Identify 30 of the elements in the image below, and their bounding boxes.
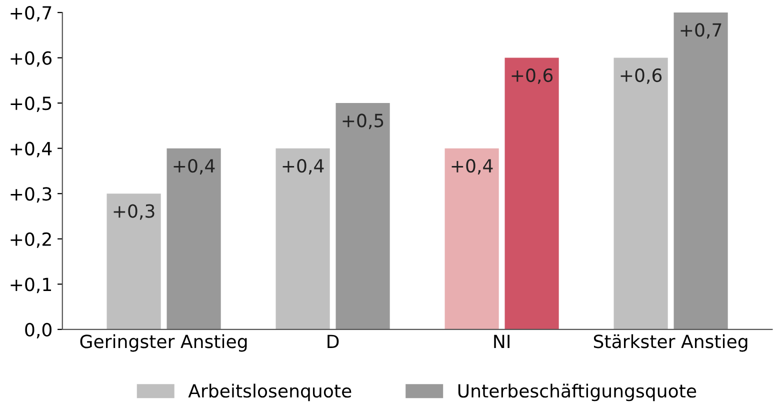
bar xyxy=(336,103,390,330)
y-tick-label: +0,7 xyxy=(10,6,52,22)
legend-label: Arbeitslosenquote xyxy=(188,384,352,402)
y-tick-label: +0,2 xyxy=(10,232,51,248)
data-label: +0,4 xyxy=(282,158,324,174)
legend-label: Unterbeschäftigungsquote xyxy=(458,384,696,402)
bar xyxy=(444,148,499,330)
data-label: +0,6 xyxy=(512,68,553,84)
x-tick-label: Geringster Anstieg xyxy=(80,334,247,352)
data-label: +0,4 xyxy=(452,158,493,174)
x-tick-label: Stärkster Anstieg xyxy=(594,334,748,352)
data-label: +0,7 xyxy=(680,23,722,39)
x-tick-label: D xyxy=(328,334,339,348)
data-label: +0,6 xyxy=(620,68,662,84)
bar xyxy=(106,194,161,330)
bar xyxy=(166,148,221,330)
x-tick-label: NI xyxy=(494,334,510,348)
data-label: +0,3 xyxy=(114,204,154,220)
y-tick-label: +0,1 xyxy=(10,278,52,294)
bar xyxy=(614,58,668,330)
data-label: +0,5 xyxy=(342,114,384,130)
y-tick-label: +0,6 xyxy=(10,51,52,67)
y-tick-label: +0,3 xyxy=(10,187,52,203)
y-tick-label: +0,4 xyxy=(10,142,52,158)
data-label: +0,4 xyxy=(174,158,215,174)
y-tick-label: 0,0 xyxy=(25,322,52,338)
bar xyxy=(276,148,330,330)
y-tick-label: +0,5 xyxy=(10,96,52,112)
bar xyxy=(504,58,559,330)
bar xyxy=(674,12,728,330)
